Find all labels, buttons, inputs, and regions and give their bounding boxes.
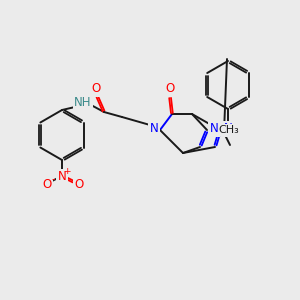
Text: N: N: [210, 122, 218, 136]
Text: -: -: [51, 174, 55, 184]
Text: CH₃: CH₃: [219, 125, 239, 135]
Text: +: +: [63, 167, 71, 176]
Text: O: O: [92, 82, 100, 95]
Text: O: O: [165, 82, 175, 95]
Text: O: O: [74, 178, 84, 191]
Text: N: N: [150, 122, 158, 136]
Text: NH: NH: [74, 97, 92, 110]
Text: N: N: [58, 170, 66, 184]
Text: O: O: [42, 178, 52, 191]
Text: N: N: [224, 122, 232, 136]
